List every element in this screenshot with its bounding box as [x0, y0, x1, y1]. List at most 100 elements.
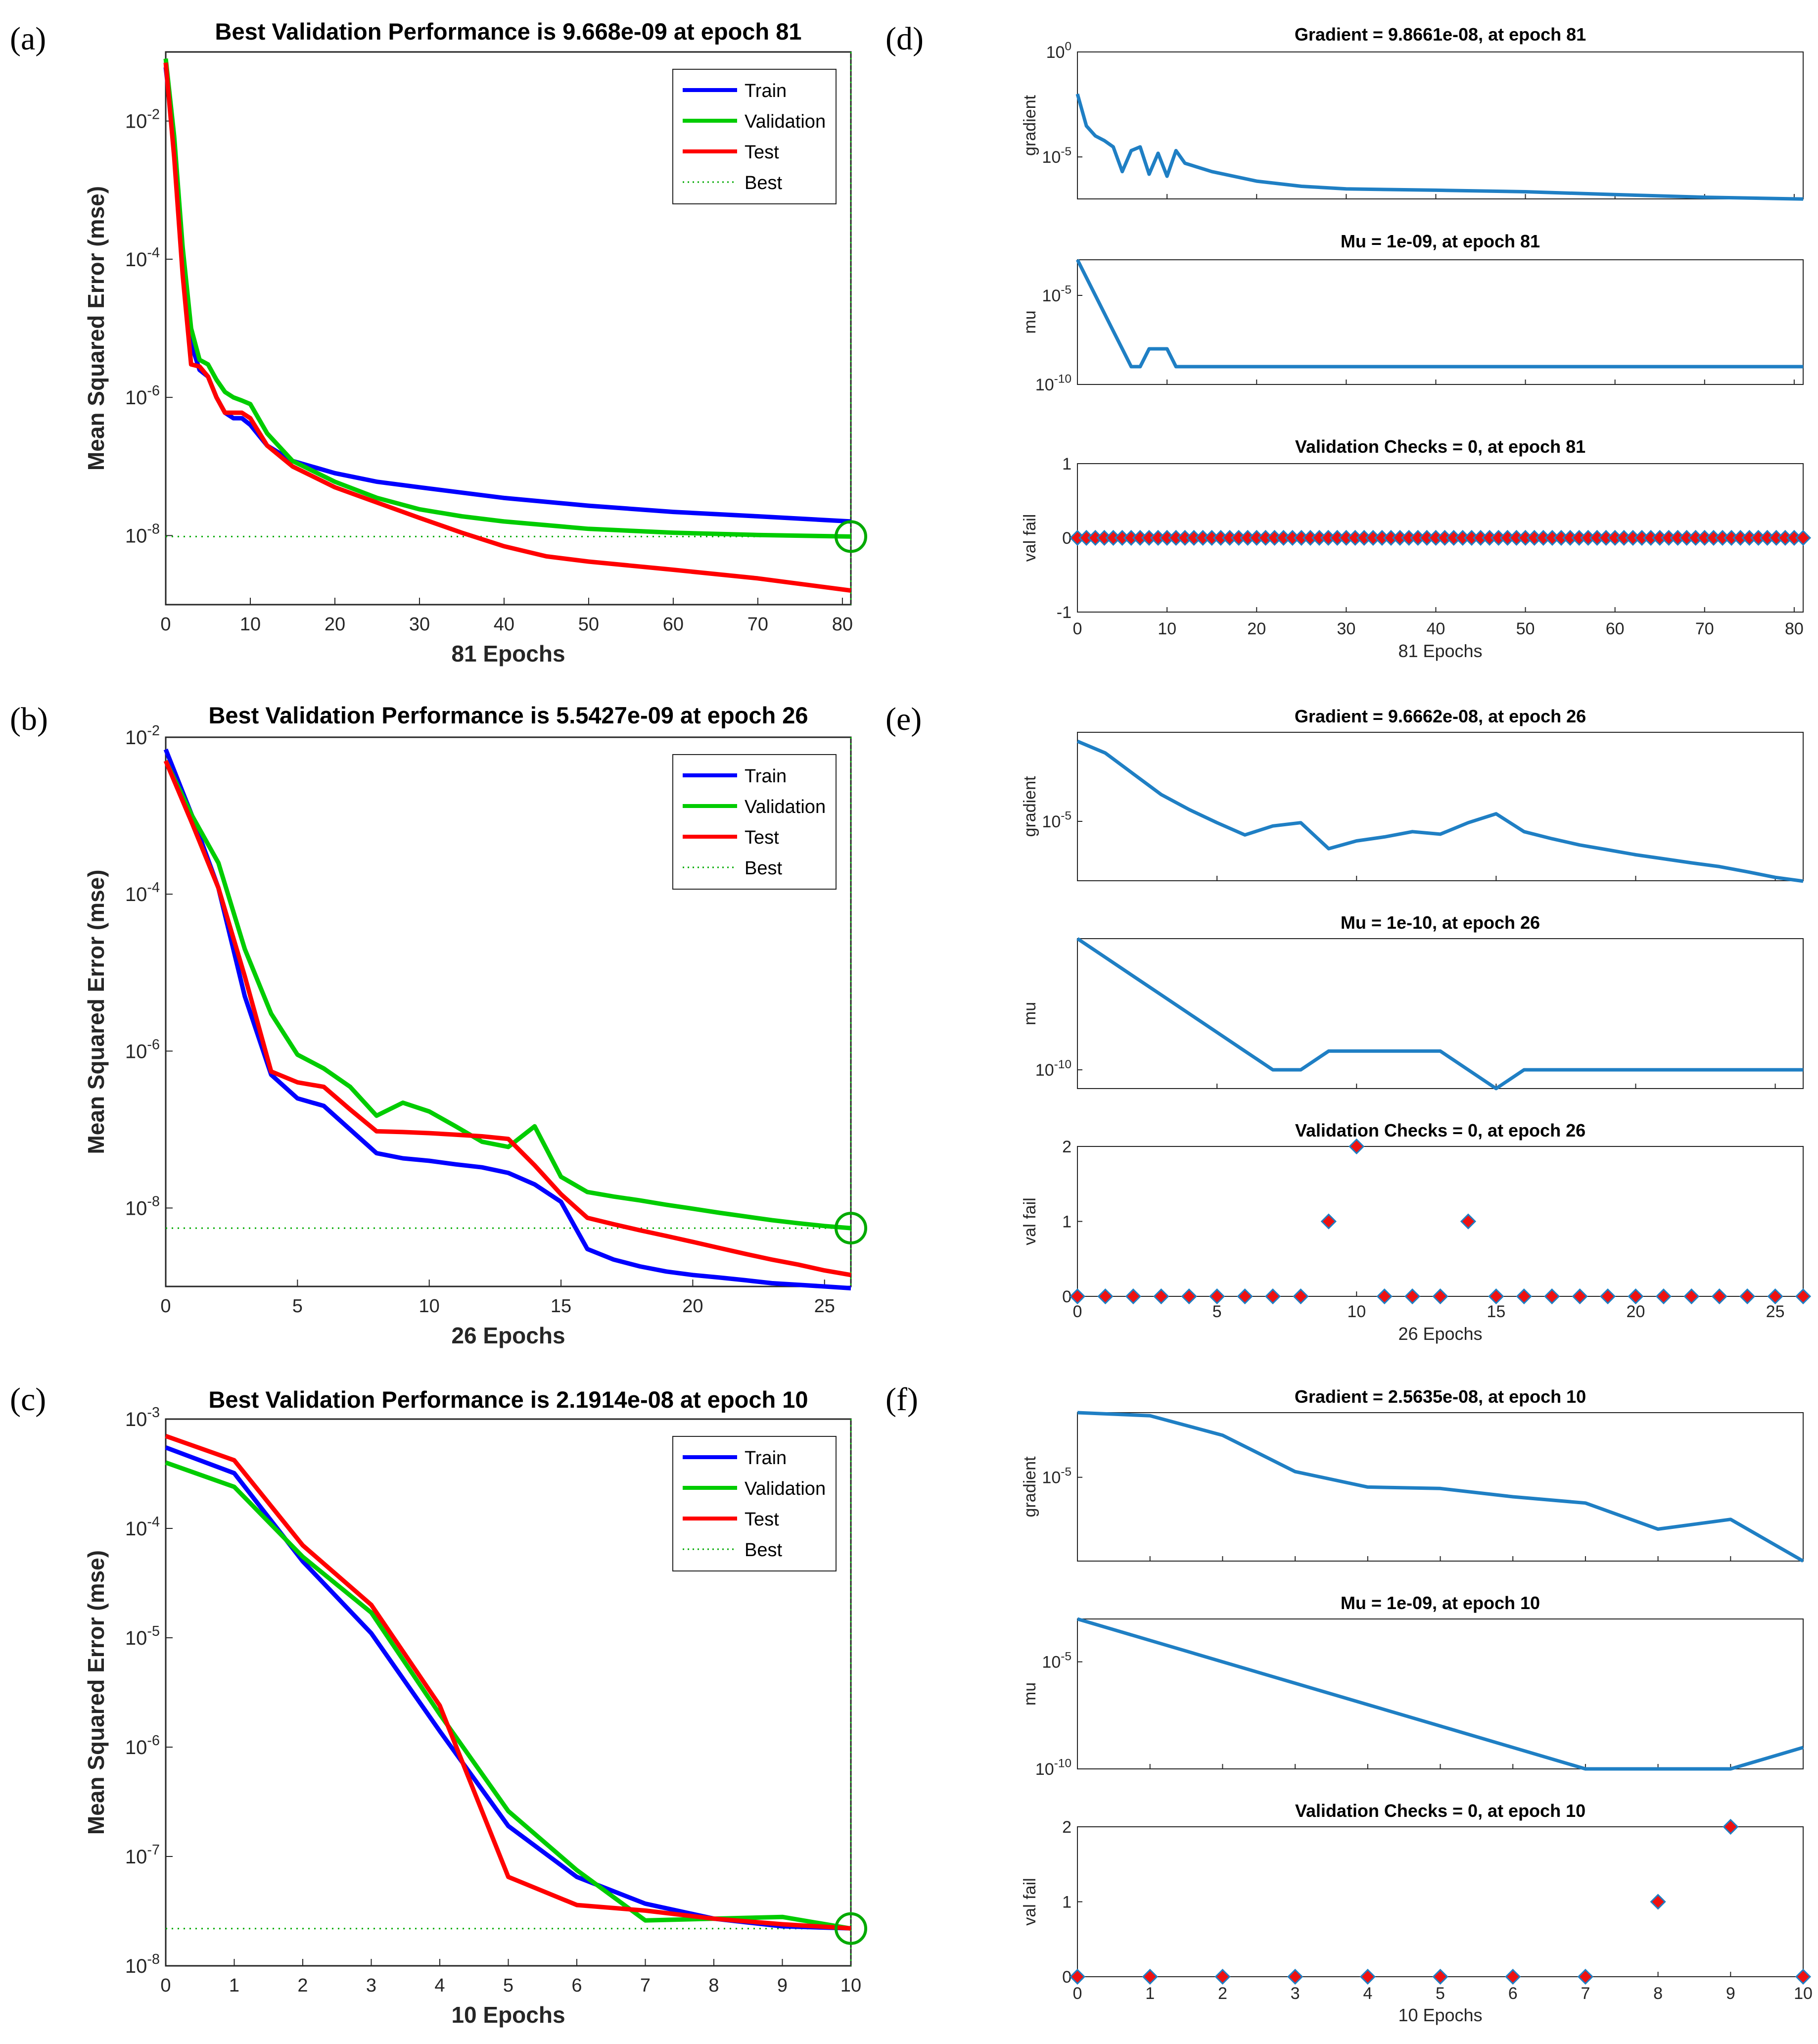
x-tick-label: 25	[814, 1296, 835, 1317]
x-tick-label: 60	[1606, 619, 1625, 638]
x-tick-label: 1	[1145, 1984, 1155, 2003]
panel-e: (e) Gradient = 9.6662e-08, at epoch 26 10-…	[886, 701, 1812, 1344]
val-fail-marker	[1376, 1288, 1393, 1305]
series-train-line	[163, 67, 851, 524]
val-fail-marker	[1432, 1288, 1448, 1305]
x-tick-label: 4	[434, 1975, 445, 1996]
series-train-line	[163, 748, 851, 1290]
legend-label-train: Train	[745, 766, 787, 787]
legend-label-train: Train	[745, 1448, 787, 1469]
y-tick-label: 10-4	[125, 245, 160, 271]
y-tick-label: 1	[1062, 1213, 1072, 1232]
y-tick-label: 2	[1062, 1818, 1072, 1837]
val-fail-marker	[1264, 1288, 1281, 1305]
legend-label-best: Best	[745, 858, 782, 879]
subplot-gradient: Gradient = 9.8661e-08, at epoch 81 100 10-…	[1021, 24, 1804, 201]
panel-f: (f) Gradient = 2.5635e-08, at epoch 10 10-…	[886, 1381, 1813, 2025]
y-axis-label: val fail	[1021, 514, 1039, 562]
x-tick-label: 6	[571, 1975, 582, 1996]
chart-title: Best Validation Performance is 9.668e-09…	[215, 18, 802, 45]
subplot-title: Gradient = 9.6662e-08, at epoch 26	[1295, 706, 1586, 726]
x-tick-label: 70	[747, 614, 768, 635]
panel-label: (d)	[886, 21, 924, 57]
y-axis-label: Mean Squared Error (mse)	[83, 869, 109, 1154]
x-tick-label: 7	[1581, 1984, 1590, 2003]
val-fail-marker	[1683, 1288, 1700, 1305]
x-tick-label: 6	[1508, 1984, 1518, 2003]
x-tick-label: 5	[292, 1296, 303, 1317]
val-fail-marker	[1432, 1968, 1448, 1985]
x-tick-label: 5	[1212, 1302, 1222, 1321]
subplot-val: Validation Checks = 0, at epoch 10 0 1 2 3 4 5…	[1021, 1801, 1813, 2003]
val-fail-marker	[1460, 1213, 1477, 1230]
subplot-val: Validation Checks = 0, at epoch 260 5 10 15…	[1021, 1120, 1812, 1321]
x-tick-label: 20	[1247, 619, 1266, 638]
y-axis-label: Mean Squared Error (mse)	[83, 1550, 109, 1835]
y-tick-label: 1	[1062, 455, 1072, 474]
y-tick-label: 10-8	[125, 521, 160, 547]
y-tick-label: 100	[1046, 40, 1072, 62]
x-tick-label: 9	[1726, 1984, 1735, 2003]
val-fail-marker	[1516, 1288, 1532, 1305]
legend-label-validation: Validation	[745, 111, 826, 132]
val-fail-marker	[1577, 1968, 1594, 1985]
subplot-gradient: Gradient = 2.5635e-08, at epoch 10 10-5gr…	[1021, 1386, 1804, 1563]
x-tick-label: 0	[160, 1975, 171, 1996]
val-fail-marker	[1655, 1288, 1672, 1305]
series-validation-line	[165, 1460, 851, 1931]
val-fail-marker	[1628, 1288, 1644, 1305]
legend-label-best: Best	[745, 1540, 782, 1561]
chart-title: Best Validation Performance is 5.5427e-0…	[208, 702, 808, 728]
val-fail-marker	[1153, 1288, 1169, 1305]
x-tick-label: 15	[1487, 1302, 1505, 1321]
x-tick-label: 10	[1347, 1302, 1366, 1321]
val-fail-marker	[1795, 1288, 1812, 1305]
gradient-line	[1075, 93, 1804, 201]
series-test-line	[165, 1433, 851, 1931]
val-fail-marker	[1069, 1968, 1086, 1985]
y-tick-label: -1	[1057, 603, 1072, 622]
y-tick-label: 10-4	[125, 880, 160, 905]
y-axis-label: val fail	[1021, 1197, 1039, 1245]
mu-line	[1077, 1617, 1804, 1771]
val-fail-marker	[1505, 1968, 1521, 1985]
panel-label: (a)	[10, 21, 46, 57]
val-fail-marker	[1599, 1288, 1616, 1305]
val-fail-marker	[1359, 1968, 1376, 1985]
val-fail-marker	[1795, 529, 1812, 546]
legend-label-best: Best	[745, 173, 782, 193]
x-tick-label: 30	[409, 614, 430, 635]
subplot-val: Validation Checks = 0, at epoch 810 10 20 3…	[1021, 436, 1812, 638]
subplot-area	[1077, 51, 1804, 199]
mu-line	[1076, 937, 1803, 1091]
subplot-area	[1077, 259, 1804, 385]
y-tick-label: 10-6	[125, 1037, 160, 1062]
gradient-line	[1076, 739, 1804, 883]
subplot-title: Mu = 1e-09, at epoch 81	[1341, 231, 1540, 251]
x-axis-label: 26 Epochs	[1398, 1324, 1482, 1344]
chart-title: Best Validation Performance is 2.1914e-0…	[208, 1386, 808, 1413]
y-axis-label: mu	[1021, 310, 1039, 333]
x-axis-label: 81 Epochs	[451, 641, 565, 666]
val-fail-marker	[1287, 1968, 1304, 1985]
x-tick-label: 0	[1073, 1302, 1082, 1321]
x-tick-label: 7	[640, 1975, 651, 1996]
y-tick-label: 10-8	[125, 1951, 160, 1977]
subplot-title: Validation Checks = 0, at epoch 81	[1295, 436, 1585, 457]
mu-line	[1075, 259, 1803, 369]
val-fail-marker	[1711, 1288, 1727, 1305]
val-fail-marker	[1767, 1288, 1783, 1305]
x-axis-label: 10 Epochs	[1398, 2005, 1482, 2025]
x-tick-label: 5	[503, 1975, 513, 1996]
y-tick-label: 10-10	[1035, 373, 1072, 394]
y-tick-label: 10-5	[1042, 1650, 1072, 1671]
x-tick-label: 0	[1073, 619, 1082, 638]
subplot-title: Gradient = 9.8661e-08, at epoch 81	[1295, 24, 1586, 45]
series-test-line	[163, 62, 851, 593]
y-axis-label: mu	[1021, 1002, 1039, 1025]
best-point-marker	[835, 1212, 867, 1245]
x-tick-label: 20	[1627, 1302, 1645, 1321]
y-tick-label: 0	[1062, 1968, 1072, 1987]
val-fail-marker	[1650, 1894, 1666, 1910]
